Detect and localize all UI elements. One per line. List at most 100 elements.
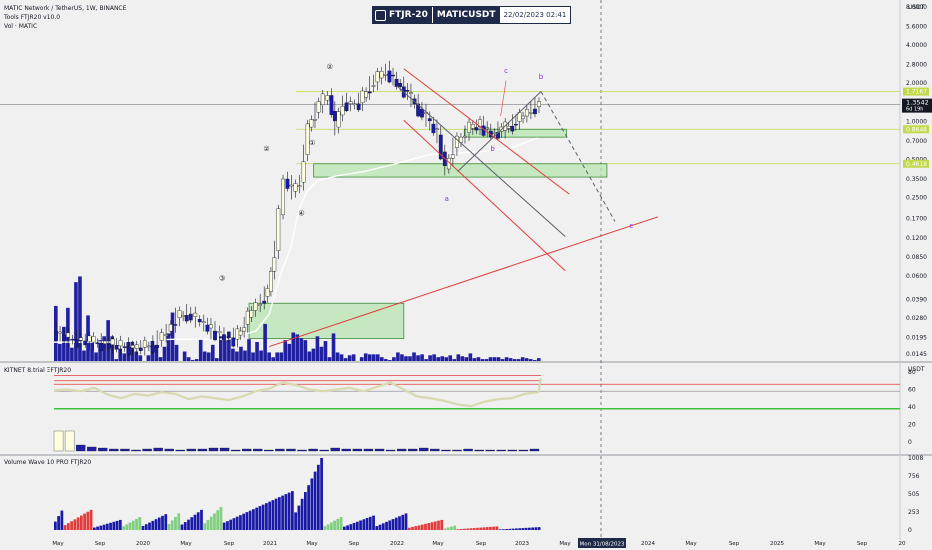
volume-bar bbox=[287, 343, 292, 361]
candle bbox=[344, 102, 349, 112]
wave-label: ① bbox=[309, 139, 315, 147]
volume-bar bbox=[227, 331, 231, 361]
indicator-tick-label: 40 bbox=[908, 404, 916, 411]
time-tick-label: May bbox=[52, 541, 64, 547]
candle bbox=[122, 346, 127, 348]
volume-wave-bar bbox=[424, 523, 427, 530]
time-tick-label: 2025 bbox=[770, 541, 784, 547]
volume-wave-bar bbox=[271, 500, 275, 530]
volume-wave-bar bbox=[381, 523, 385, 530]
volume-wave-bar bbox=[326, 524, 330, 530]
volume-wave-bar bbox=[352, 522, 356, 530]
volume-wave-bar bbox=[76, 517, 80, 530]
candle bbox=[272, 257, 277, 272]
indicator-bottom-bar bbox=[186, 448, 197, 452]
time-tick-label: 2024 bbox=[641, 541, 655, 547]
volume-bar bbox=[384, 359, 388, 361]
indicator-bottom-bar bbox=[408, 448, 418, 452]
volume-bar bbox=[271, 357, 275, 361]
volume-wave-bar bbox=[170, 520, 174, 530]
volume-wave-bar bbox=[190, 517, 194, 530]
volume-wave-bar bbox=[300, 498, 304, 530]
volume-wave-bar bbox=[54, 521, 57, 530]
candle bbox=[103, 340, 107, 344]
volume-wave-bar bbox=[89, 509, 93, 530]
candle bbox=[367, 91, 372, 94]
indicator-bottom-bar bbox=[275, 448, 285, 452]
candle bbox=[336, 111, 341, 128]
volume-wave-bar bbox=[521, 528, 525, 530]
volume-wave-bar bbox=[112, 521, 116, 530]
volume-bar bbox=[400, 354, 404, 361]
candle bbox=[91, 336, 96, 343]
indicator-line bbox=[53, 377, 543, 408]
volume-wave-bar bbox=[307, 485, 310, 530]
volume-wave-bar bbox=[511, 528, 515, 530]
candle bbox=[492, 132, 497, 134]
volume-bar bbox=[291, 332, 296, 361]
volume-wave-bar bbox=[372, 515, 375, 530]
volume-bar bbox=[295, 334, 300, 361]
volume-bar bbox=[323, 341, 328, 361]
candle bbox=[313, 119, 317, 121]
volume-wave-bar bbox=[440, 519, 444, 530]
demand-zone bbox=[463, 128, 567, 138]
candle bbox=[289, 184, 294, 187]
volume-wave-bar bbox=[479, 527, 483, 530]
candle bbox=[188, 313, 193, 321]
volume-bar bbox=[239, 346, 243, 361]
volume-bar bbox=[456, 354, 461, 361]
candle bbox=[226, 336, 231, 338]
candle bbox=[150, 345, 155, 353]
volume-wave-bar bbox=[109, 522, 112, 530]
candle bbox=[126, 347, 131, 356]
candle bbox=[297, 185, 302, 187]
volume-bar bbox=[102, 336, 106, 361]
volume-wave-bar bbox=[86, 511, 90, 530]
volume-wave-bar bbox=[60, 510, 64, 530]
candle bbox=[238, 330, 243, 336]
candle bbox=[146, 345, 151, 348]
candle bbox=[168, 324, 173, 332]
candle bbox=[521, 115, 525, 119]
volume-wave-tick-label: 505 bbox=[908, 491, 920, 498]
demand-zone bbox=[313, 163, 608, 178]
volume-bar bbox=[259, 350, 263, 361]
volume-bar bbox=[436, 357, 440, 361]
volume-bar bbox=[424, 359, 428, 361]
volume-bar bbox=[146, 355, 151, 361]
volume-wave-bar bbox=[255, 507, 259, 530]
candle bbox=[431, 123, 436, 134]
volume-bar bbox=[480, 359, 485, 361]
volume-wave-bar bbox=[472, 528, 476, 530]
volume-bar bbox=[275, 352, 279, 361]
volume-wave-bar bbox=[355, 521, 359, 530]
volume-legend: Vol · MATIC bbox=[4, 23, 38, 30]
volume-bar bbox=[444, 357, 449, 361]
candle bbox=[537, 101, 541, 108]
candle bbox=[205, 324, 210, 332]
volume-wave-bar bbox=[222, 522, 226, 530]
candle bbox=[340, 106, 345, 116]
volume-wave-bar bbox=[177, 513, 181, 530]
volume-wave-bar bbox=[388, 520, 392, 530]
candle bbox=[398, 82, 403, 87]
volume-wave-bar bbox=[183, 522, 187, 530]
candle bbox=[258, 304, 263, 306]
volume-bar bbox=[472, 358, 477, 361]
volume-wave-bar bbox=[200, 509, 203, 530]
price-axis-unit: USDT bbox=[908, 4, 925, 11]
level-badge bbox=[903, 159, 929, 168]
candle bbox=[325, 95, 330, 101]
volume-wave-bar bbox=[138, 517, 142, 530]
candle bbox=[118, 340, 123, 347]
candle bbox=[375, 71, 380, 83]
wave-label: a bbox=[445, 195, 449, 203]
volume-wave-bar bbox=[323, 526, 327, 530]
trendline bbox=[500, 80, 507, 117]
candle bbox=[262, 300, 267, 304]
volume-bar bbox=[520, 357, 525, 361]
symbol-title: MATIC Network / TetherUS, 1W, BINANCE bbox=[4, 5, 127, 12]
volume-wave-bar bbox=[476, 527, 479, 530]
volume-wave-bar bbox=[164, 514, 168, 530]
